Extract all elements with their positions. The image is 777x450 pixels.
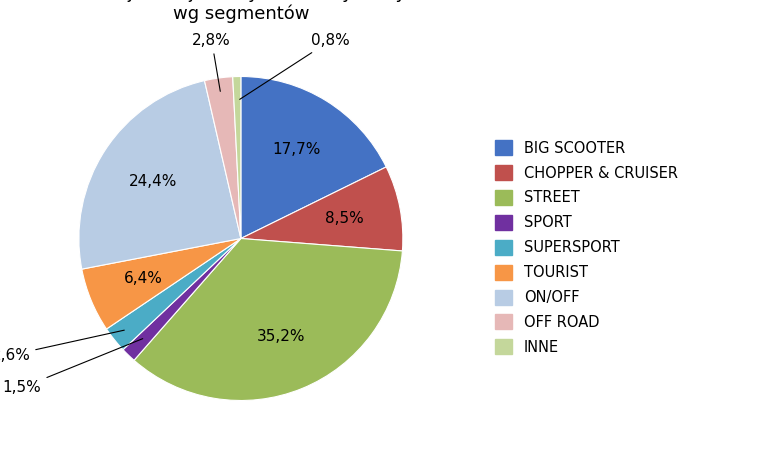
Wedge shape	[79, 81, 241, 269]
Text: 6,4%: 6,4%	[124, 271, 163, 286]
Text: 0,8%: 0,8%	[240, 33, 350, 99]
Wedge shape	[123, 238, 241, 360]
Text: 8,5%: 8,5%	[325, 211, 364, 226]
Wedge shape	[106, 238, 241, 350]
Text: 35,2%: 35,2%	[256, 328, 305, 343]
Wedge shape	[241, 167, 402, 251]
Text: 17,7%: 17,7%	[272, 142, 321, 157]
Wedge shape	[241, 76, 386, 238]
Wedge shape	[204, 76, 241, 238]
Wedge shape	[82, 238, 241, 329]
Text: 1,5%: 1,5%	[3, 339, 143, 395]
Legend: BIG SCOOTER, CHOPPER & CRUISER, STREET, SPORT, SUPERSPORT, TOURIST, ON/OFF, OFF : BIG SCOOTER, CHOPPER & CRUISER, STREET, …	[489, 135, 684, 360]
Title: Pierwsze rejestracje nowych motocykli sty 2017
wg segmentów: Pierwsze rejestracje nowych motocykli st…	[25, 0, 457, 23]
Text: 2,8%: 2,8%	[193, 33, 231, 91]
Wedge shape	[233, 76, 241, 238]
Wedge shape	[134, 238, 402, 400]
Text: 2,6%: 2,6%	[0, 330, 124, 363]
Text: 24,4%: 24,4%	[128, 174, 177, 189]
